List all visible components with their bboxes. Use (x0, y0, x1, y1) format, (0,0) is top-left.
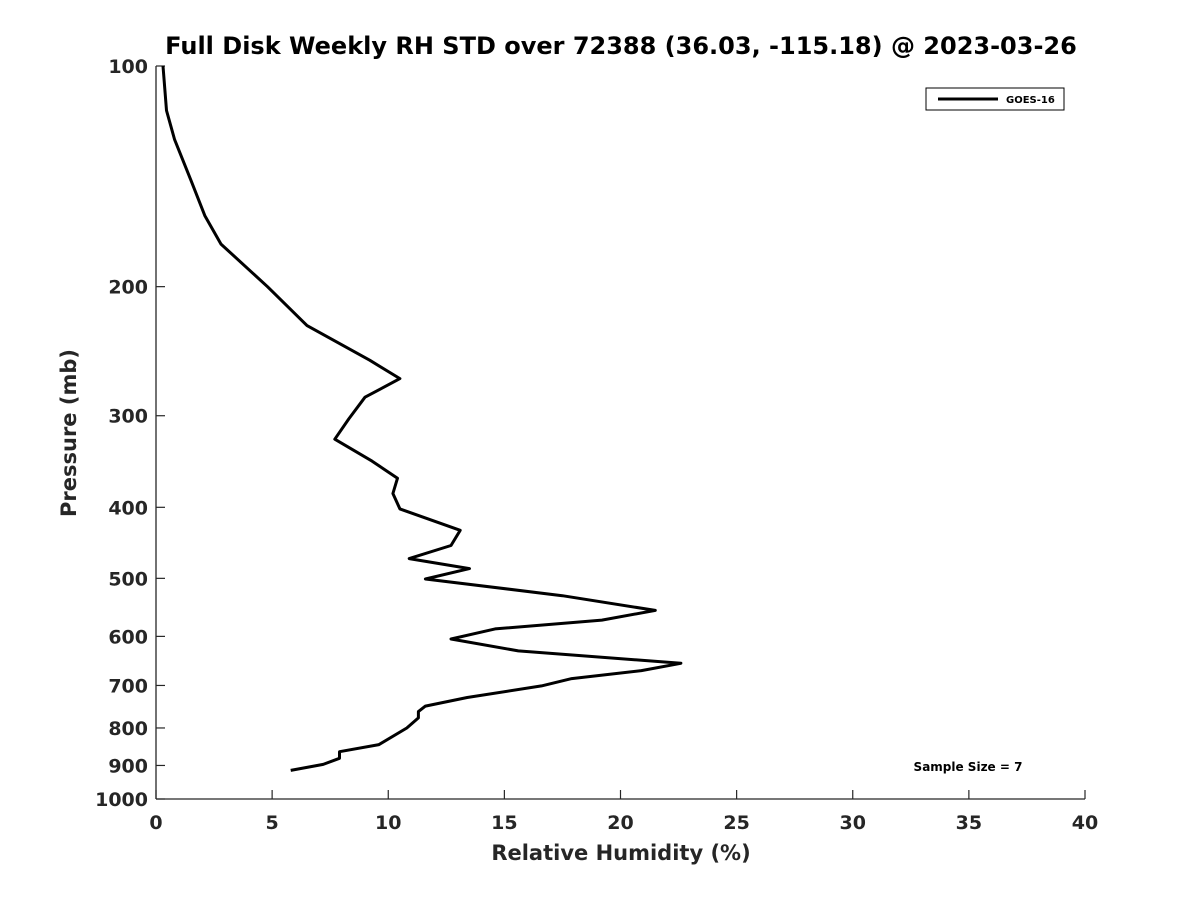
y-tick-label-3: 400 (108, 497, 148, 519)
y-tick-label-1: 200 (108, 277, 148, 299)
x-tick-label-5: 25 (723, 812, 749, 834)
legend-label-goes-16: GOES-16 (1006, 95, 1055, 106)
y-tick-label-0: 100 (108, 56, 148, 78)
series-layer (161, 65, 683, 772)
y-tick-label-7: 800 (108, 718, 148, 740)
y-tick-label-9: 1000 (95, 789, 148, 811)
chart-title: Full Disk Weekly RH STD over 72388 (36.0… (165, 32, 1077, 60)
x-tick-label-3: 15 (491, 812, 517, 834)
y-tick-label-6: 700 (108, 675, 148, 697)
x-tick-label-2: 10 (375, 812, 401, 834)
x-tick-label-0: 0 (149, 812, 162, 834)
x-axis-label: Relative Humidity (%) (491, 841, 750, 865)
y-tick-label-5: 600 (108, 626, 148, 648)
plot-area (155, 66, 1085, 800)
x-tick-label-6: 30 (840, 812, 866, 834)
y-tick-label-4: 500 (108, 568, 148, 590)
y-tick-label-2: 300 (108, 406, 148, 428)
x-tick-label-7: 35 (956, 812, 982, 834)
y-axis-ticks: 100 200 300 400 500 600 700 800 900 1000 (95, 56, 165, 811)
series-line-goes-16 (161, 65, 683, 772)
y-axis-label: Pressure (mb) (57, 349, 81, 517)
x-tick-label-4: 20 (607, 812, 633, 834)
y-tick-label-8: 900 (108, 755, 148, 777)
legend: GOES-16 (925, 87, 1065, 111)
x-tick-label-1: 5 (266, 812, 279, 834)
x-axis-ticks: 0 5 10 15 20 25 30 35 40 (149, 790, 1098, 834)
x-tick-label-8: 40 (1072, 812, 1098, 834)
sample-size-annotation: Sample Size = 7 (914, 760, 1023, 774)
